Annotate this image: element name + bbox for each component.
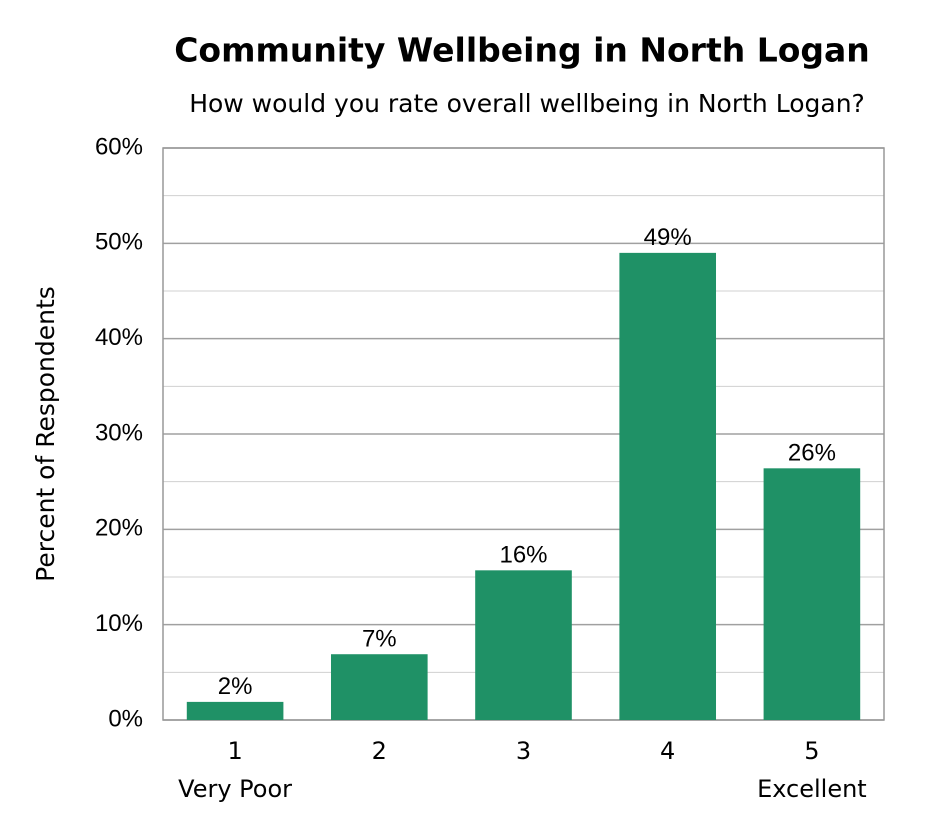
- x-tick-sublabel: Very Poor: [178, 775, 292, 803]
- bar: [186, 701, 284, 720]
- y-tick-label: 20%: [95, 515, 143, 542]
- x-tick-label: 5: [804, 737, 819, 765]
- y-tick-label: 50%: [95, 229, 143, 256]
- bar: [330, 654, 428, 720]
- x-tick-label: 3: [516, 737, 531, 765]
- bar: [619, 252, 717, 720]
- y-tick-label: 0%: [108, 705, 143, 732]
- y-tick-label: 40%: [95, 324, 143, 351]
- value-label: 16%: [499, 542, 547, 569]
- y-tick-label: 10%: [95, 610, 143, 637]
- y-axis-label: Percent of Respondents: [31, 286, 60, 582]
- value-label: 26%: [788, 440, 836, 467]
- x-tick-label: 4: [660, 737, 675, 765]
- bar: [763, 468, 861, 720]
- x-tick-sublabel: Excellent: [757, 775, 867, 803]
- value-label: 49%: [644, 224, 692, 251]
- chart-subtitle: How would you rate overall wellbeing in …: [189, 89, 865, 118]
- value-label: 7%: [362, 626, 397, 653]
- x-tick-label: 2: [372, 737, 387, 765]
- x-tick-label: 1: [227, 737, 242, 765]
- bar: [475, 570, 572, 720]
- value-label: 2%: [218, 673, 253, 700]
- y-tick-label: 30%: [95, 419, 143, 446]
- y-tick-label: 60%: [95, 133, 143, 160]
- chart-title: Community Wellbeing in North Logan: [174, 31, 870, 70]
